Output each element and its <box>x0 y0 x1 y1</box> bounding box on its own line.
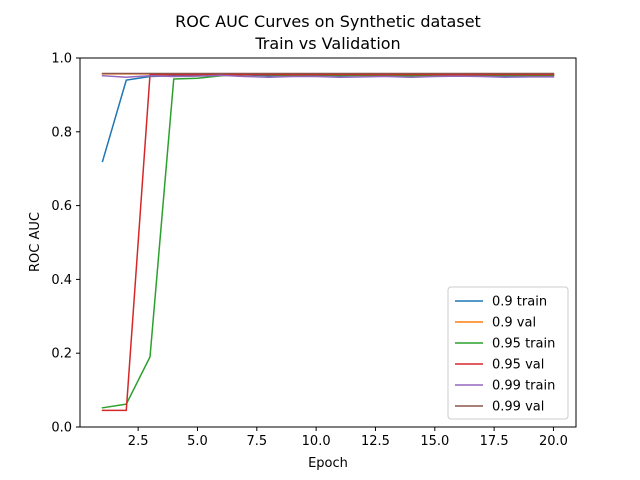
x-tick-label: 20.0 <box>539 434 568 449</box>
plot-frame <box>79 57 577 428</box>
legend-box <box>447 286 569 420</box>
series-line-3 <box>101 73 555 412</box>
x-tick-label: 7.5 <box>246 434 267 449</box>
x-tick-label: 12.5 <box>361 434 390 449</box>
legend: 0.9 train 0.9 val 0.95 train 0.95 val 0.99 t… <box>447 286 569 420</box>
x-tick-label: 10.0 <box>302 434 331 449</box>
y-tick-label: 0.2 <box>51 347 72 362</box>
x-tick-label: 17.5 <box>480 434 509 449</box>
x-tick-label: 2.5 <box>128 434 149 449</box>
x-tick-label: 5.0 <box>187 434 208 449</box>
y-tick-label: 0.6 <box>51 199 72 214</box>
y-axis-title: ROC AUC <box>28 212 43 272</box>
legend-label-3: 0.95 val <box>492 358 544 373</box>
x-axis: 2.5 5.0 7.5 10.0 12.5 15.0 17.5 20.0 <box>128 427 568 449</box>
y-tick-label: 0.4 <box>51 273 72 288</box>
y-tick-label: 0.8 <box>51 125 72 140</box>
x-axis-title: Epoch <box>308 456 348 471</box>
y-axis: 0.0 0.2 0.4 0.6 0.8 1.0 <box>51 52 80 436</box>
legend-label-4: 0.99 train <box>492 379 555 394</box>
x-tick-label: 15.0 <box>420 434 449 449</box>
legend-label-0: 0.9 train <box>492 295 547 310</box>
chart-subtitle: Train vs Validation <box>254 34 400 53</box>
chart-title: ROC AUC Curves on Synthetic dataset <box>175 12 481 31</box>
y-tick-label: 1.0 <box>51 52 72 67</box>
y-tick-label: 0.0 <box>51 421 72 436</box>
legend-label-1: 0.9 val <box>492 316 536 331</box>
legend-label-5: 0.99 val <box>492 400 544 415</box>
legend-label-2: 0.95 train <box>492 337 555 352</box>
series-layer <box>101 72 555 412</box>
series-line-4 <box>101 74 555 78</box>
